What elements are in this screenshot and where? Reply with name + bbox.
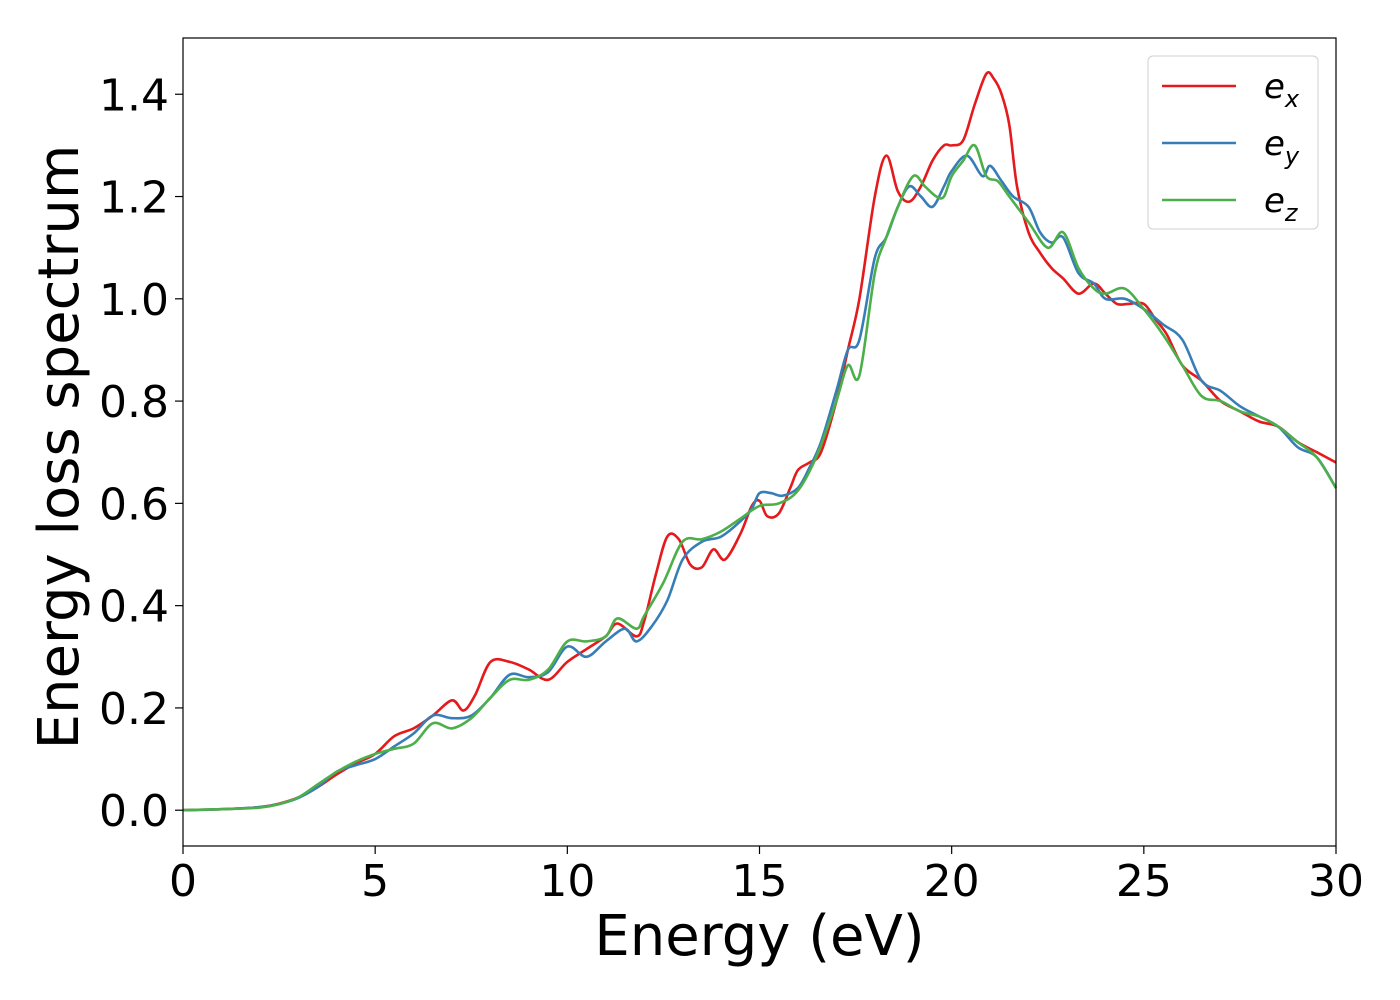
- y-tick-label: 0.6: [99, 479, 169, 530]
- x-axis-label: Energy (eV): [594, 904, 924, 969]
- y-tick-label: 1.2: [99, 173, 169, 224]
- series-layer: [182, 71, 1338, 812]
- series-line-ez: [182, 143, 1338, 812]
- legend-label-ex: ex: [1264, 67, 1300, 113]
- x-tick-label: 30: [1308, 856, 1364, 907]
- series-line-ex: [182, 71, 1337, 812]
- y-axis-label: Energy loss spectrum: [27, 145, 92, 750]
- x-tick-label: 15: [732, 856, 788, 907]
- y-tick-label: 0.2: [99, 684, 169, 735]
- plot-frame: [182, 37, 1337, 847]
- legend: ex ey ez: [1147, 55, 1319, 230]
- x-tick-label: 20: [924, 856, 980, 907]
- y-tick-label: 0.0: [99, 786, 169, 837]
- tick-group: 0 5 10 15 20 25 30 0.0 0.2 0.4 0.6 0.8 1.0 1.2 1.4: [99, 70, 1364, 907]
- x-tick-label: 25: [1116, 856, 1172, 907]
- y-tick-label: 1.4: [99, 70, 169, 121]
- x-tick-label: 10: [539, 856, 595, 907]
- legend-label-ey: ey: [1264, 124, 1300, 170]
- x-tick-label: 0: [169, 856, 197, 907]
- x-tick-label: 5: [361, 856, 389, 907]
- y-tick-label: 0.8: [99, 377, 169, 428]
- legend-label-ez: ez: [1264, 181, 1299, 227]
- series-line-ey: [182, 154, 1338, 812]
- y-tick-label: 0.4: [99, 582, 169, 633]
- y-tick-label: 1.0: [99, 275, 169, 326]
